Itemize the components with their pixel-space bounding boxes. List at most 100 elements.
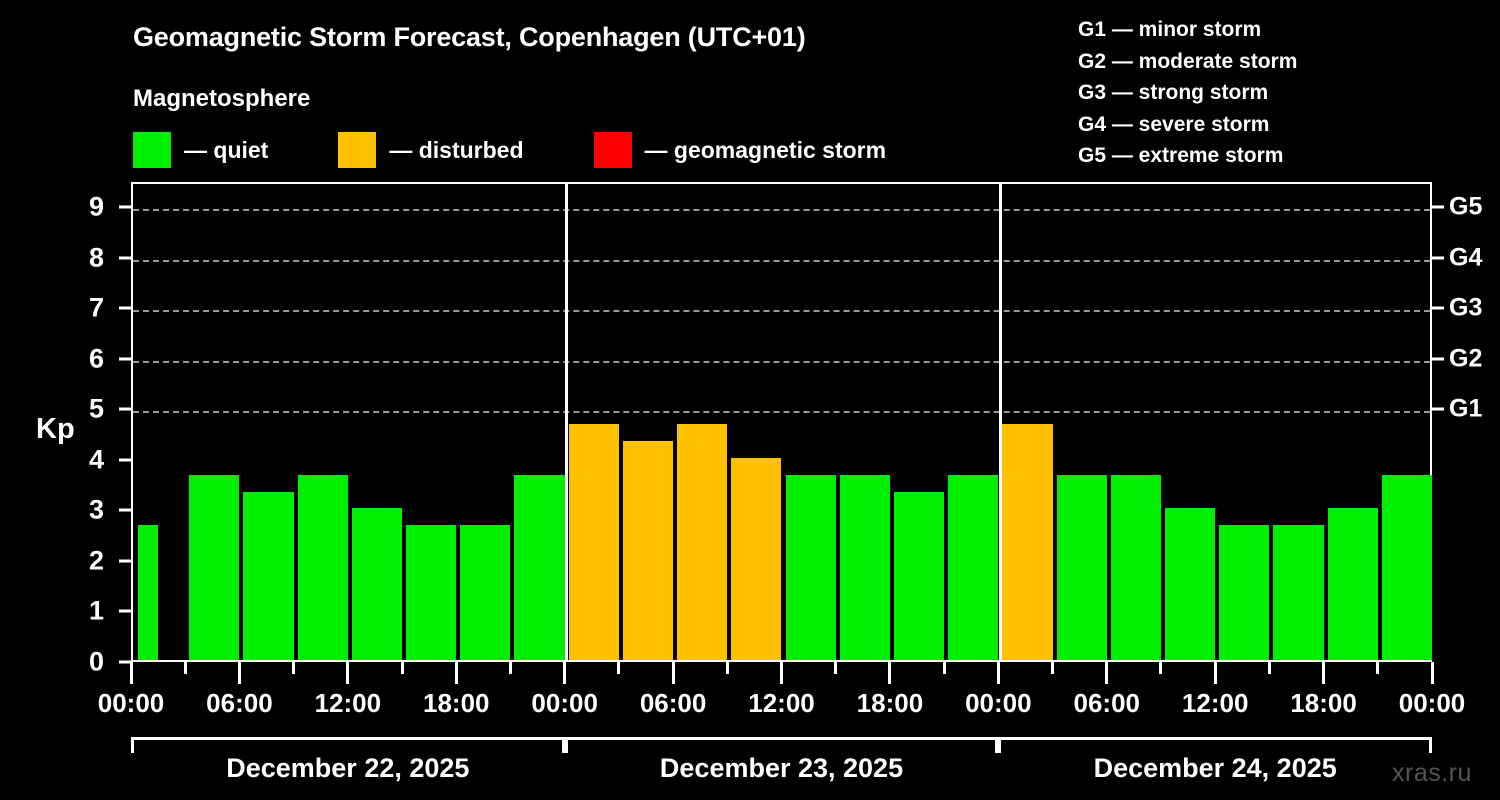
x-tick	[346, 662, 350, 684]
y-tick-label-4: 4	[88, 444, 104, 475]
g-scale-line-3: G3 — strong storm	[1078, 81, 1269, 104]
bar	[1219, 525, 1270, 660]
y-axis-label: Kp	[36, 413, 75, 445]
bar-series	[133, 184, 1432, 660]
x-tick-label: 12:00	[748, 688, 815, 718]
x-tick	[129, 662, 133, 684]
x-tick	[508, 662, 512, 674]
y-tick-mark-5	[119, 407, 131, 411]
gridline-kp-9	[133, 209, 1430, 212]
x-tick	[1105, 662, 1109, 684]
legend-label-disturbed: — disturbed	[389, 136, 524, 163]
x-tick-label: 18:00	[1290, 688, 1357, 718]
y-tick-label-8: 8	[88, 242, 104, 273]
y-tick-label-3: 3	[88, 494, 104, 525]
g-scale-line-2: G2 — moderate storm	[1078, 49, 1298, 73]
bar	[948, 474, 999, 660]
bar	[138, 525, 159, 660]
legend-swatch-disturbed	[338, 132, 377, 168]
x-tick	[725, 662, 729, 674]
g-scale-line-1: G1 — minor storm	[1078, 18, 1262, 41]
y-tick-mark-8	[119, 256, 131, 260]
y-tick-mark-9	[119, 205, 131, 209]
x-tick	[996, 662, 1000, 684]
bar	[1381, 474, 1432, 660]
legend-item-disturbed: — disturbed	[338, 132, 524, 168]
y-tick-mark-1	[119, 609, 131, 613]
bar	[351, 508, 403, 660]
day-divider	[998, 184, 1002, 660]
g-scale-legend: G1 — minor storm G2 — moderate storm G3 — …	[1078, 14, 1297, 172]
gridline-kp-8	[133, 259, 1430, 262]
g-tick-label-G5: G5	[1449, 192, 1483, 221]
date-label: December 22, 2025	[226, 753, 470, 783]
bar	[677, 424, 728, 660]
x-tick	[400, 662, 404, 674]
watermark: xras.ru	[1392, 759, 1472, 787]
x-tick	[834, 662, 838, 674]
x-tick	[1159, 662, 1163, 674]
bar	[1110, 474, 1161, 660]
y-tick-label-0: 0	[88, 646, 104, 677]
x-tick-label: 00:00	[531, 688, 598, 718]
y-tick-mark-7	[119, 306, 131, 310]
x-tick	[671, 662, 675, 684]
bar	[568, 424, 619, 660]
bar	[622, 441, 674, 660]
g-tick-label-G1: G1	[1449, 394, 1483, 423]
magnetosphere-legend: — quiet — disturbed — geomagnetic storm	[133, 131, 886, 169]
gridline-kp-5	[133, 411, 1430, 414]
x-tick	[454, 662, 458, 684]
x-tick-label: 18:00	[423, 688, 490, 718]
y-tick-mark-3	[119, 508, 131, 512]
x-tick	[1322, 662, 1326, 684]
x-tick	[1213, 662, 1217, 684]
bar	[1273, 525, 1324, 660]
y-tick-mark-2	[119, 559, 131, 563]
x-tick	[563, 662, 567, 684]
bar	[189, 474, 240, 660]
g-tick-mark-G4	[1432, 256, 1444, 260]
y-tick-label-9: 9	[88, 191, 104, 222]
g-tick-mark-G3	[1432, 306, 1444, 310]
bar	[785, 474, 836, 660]
chart-subtitle: Magnetosphere	[133, 85, 311, 112]
gridline-kp-7	[133, 310, 1430, 313]
bar	[1002, 424, 1053, 660]
bar	[243, 491, 294, 660]
y-tick-mark-0	[119, 660, 131, 664]
bar	[1164, 508, 1216, 660]
x-tick-label: 18:00	[856, 688, 924, 718]
x-tick-label: 00:00	[965, 688, 1032, 718]
x-tick-label: 06:00	[206, 688, 273, 718]
x-tick-label: 00:00	[97, 688, 165, 718]
x-tick	[1376, 662, 1380, 674]
bar	[893, 491, 945, 660]
date-bracket	[131, 737, 565, 753]
y-tick-mark-6	[119, 357, 131, 361]
bar	[731, 457, 782, 660]
legend-swatch-quiet	[133, 132, 171, 168]
x-tick	[183, 662, 187, 674]
x-tick-label: 06:00	[1073, 688, 1141, 718]
x-tick	[942, 662, 946, 674]
x-tick	[237, 662, 241, 684]
x-tick	[1430, 662, 1434, 684]
bar	[1327, 508, 1378, 660]
y-tick-label-7: 7	[88, 292, 104, 323]
x-tick-label: 06:00	[639, 688, 707, 718]
legend-item-quiet: — quiet	[133, 132, 268, 168]
g-scale-line-4: G4 — severe storm	[1078, 112, 1270, 136]
x-tick	[888, 662, 892, 684]
x-tick	[617, 662, 621, 674]
g-tick-label-G2: G2	[1449, 344, 1483, 373]
bar	[297, 474, 348, 660]
date-label: December 24, 2025	[1093, 753, 1337, 783]
date-bracket	[564, 737, 999, 753]
date-bracket	[998, 737, 1432, 753]
g-tick-mark-G5	[1432, 205, 1444, 209]
y-tick-mark-4	[119, 458, 131, 462]
day-divider	[565, 184, 569, 660]
x-tick	[1051, 662, 1055, 674]
